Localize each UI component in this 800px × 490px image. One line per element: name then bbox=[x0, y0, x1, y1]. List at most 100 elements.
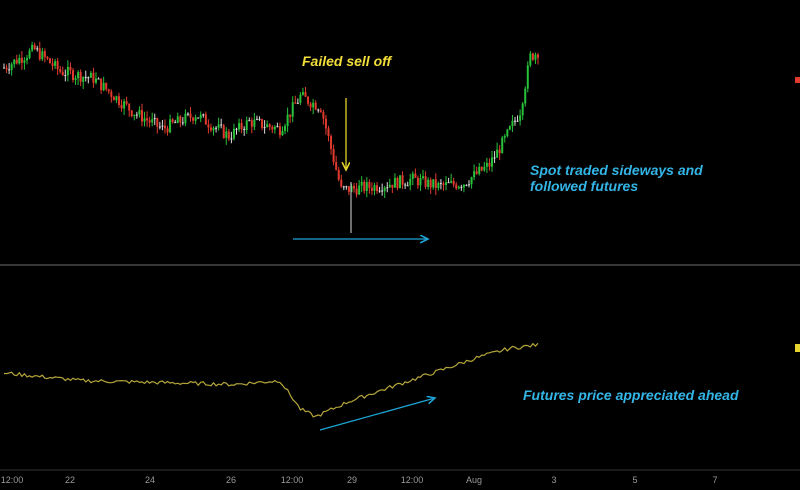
candle-body bbox=[56, 61, 59, 70]
candle-body bbox=[15, 59, 18, 64]
candle-body bbox=[181, 122, 184, 124]
candle-body bbox=[184, 113, 187, 124]
candle-body bbox=[230, 138, 233, 140]
candle-body bbox=[69, 66, 72, 71]
futures-line-pane bbox=[3, 342, 539, 418]
candle-body bbox=[424, 176, 427, 187]
candle-body bbox=[255, 118, 258, 120]
candle-body bbox=[97, 78, 100, 80]
candle-body bbox=[508, 126, 511, 130]
candle-body bbox=[222, 125, 225, 138]
candle-body bbox=[324, 118, 327, 129]
candle-body bbox=[31, 44, 34, 51]
candle-body bbox=[36, 48, 39, 50]
candle-body bbox=[135, 114, 138, 116]
candle-body bbox=[266, 124, 269, 128]
candle-body bbox=[169, 119, 172, 133]
candle-body bbox=[197, 117, 200, 119]
candle-body bbox=[468, 184, 471, 186]
candle-body bbox=[529, 53, 532, 66]
candle-body bbox=[161, 125, 164, 127]
candle-body bbox=[335, 162, 338, 170]
candle-body bbox=[158, 126, 161, 128]
candle-body bbox=[13, 59, 16, 65]
candle-body bbox=[531, 53, 534, 60]
candle-body bbox=[363, 181, 366, 191]
candle-body bbox=[483, 166, 486, 171]
candle-body bbox=[248, 120, 251, 122]
candle-body bbox=[314, 102, 317, 110]
candle-body bbox=[51, 63, 54, 66]
candle-body bbox=[503, 135, 506, 138]
candle-body bbox=[450, 180, 453, 183]
x-tick-label: 29 bbox=[346, 475, 358, 485]
candle-body bbox=[455, 184, 458, 189]
candle-body bbox=[112, 96, 115, 101]
candle-body bbox=[416, 177, 419, 186]
candle-body bbox=[243, 129, 246, 131]
x-tick-label: Aug bbox=[465, 475, 483, 485]
candle-body bbox=[370, 188, 373, 191]
candle-body bbox=[365, 182, 368, 191]
candle-body bbox=[48, 58, 51, 64]
candle-body bbox=[82, 76, 85, 82]
candle-body bbox=[345, 186, 348, 188]
candle-body bbox=[514, 120, 517, 122]
candle-body bbox=[166, 128, 169, 133]
candle-body bbox=[519, 115, 522, 121]
candle-body bbox=[521, 103, 524, 116]
candle-body bbox=[276, 126, 279, 128]
candle-body bbox=[61, 71, 64, 76]
candle-body bbox=[153, 118, 156, 120]
candle-body bbox=[299, 94, 302, 103]
candle-body bbox=[64, 75, 67, 77]
candle-body bbox=[337, 169, 340, 180]
candle-body bbox=[240, 122, 243, 130]
candle-body bbox=[498, 149, 501, 154]
candle-body bbox=[294, 102, 297, 104]
candle-body bbox=[460, 186, 463, 188]
candle-body bbox=[217, 124, 220, 128]
candle-body bbox=[192, 117, 195, 121]
candle-body bbox=[120, 104, 123, 109]
spot-price-marker bbox=[795, 77, 800, 83]
candle-body bbox=[378, 190, 381, 192]
candle-body bbox=[360, 181, 363, 186]
annotation-markers bbox=[293, 77, 800, 431]
candle-body bbox=[493, 157, 496, 159]
candle-body bbox=[23, 60, 26, 63]
candle-body bbox=[133, 114, 136, 117]
candle-body bbox=[171, 119, 174, 123]
x-tick-label: 12:00 bbox=[400, 475, 424, 485]
candle-body bbox=[110, 91, 113, 97]
candle-body bbox=[202, 114, 205, 116]
candle-body bbox=[473, 171, 476, 178]
candle-body bbox=[74, 78, 77, 80]
candle-body bbox=[46, 56, 49, 59]
candle-body bbox=[33, 44, 36, 50]
candle-body bbox=[485, 162, 488, 167]
candle-body bbox=[319, 110, 322, 113]
candle-body bbox=[151, 119, 154, 123]
candle-body bbox=[220, 124, 223, 126]
candle-body bbox=[304, 92, 307, 97]
candle-body bbox=[322, 112, 325, 119]
candle-body bbox=[245, 120, 248, 130]
candle-body bbox=[399, 175, 402, 189]
failed-selloff-annotation: Failed sell off bbox=[302, 53, 392, 69]
candle-body bbox=[100, 78, 103, 91]
candle-body bbox=[488, 162, 491, 167]
candle-body bbox=[140, 110, 143, 122]
x-tick-label: 5 bbox=[632, 475, 638, 485]
futures-annotation: Futures price appreciated ahead bbox=[523, 387, 739, 403]
candle-body bbox=[79, 72, 82, 82]
candle-body bbox=[253, 119, 256, 127]
candle-body bbox=[59, 69, 62, 72]
candle-body bbox=[401, 175, 404, 185]
candle-body bbox=[358, 185, 361, 195]
candle-body bbox=[427, 179, 430, 187]
candle-body bbox=[238, 122, 241, 130]
candle-body bbox=[163, 125, 166, 129]
candle-body bbox=[130, 110, 133, 117]
